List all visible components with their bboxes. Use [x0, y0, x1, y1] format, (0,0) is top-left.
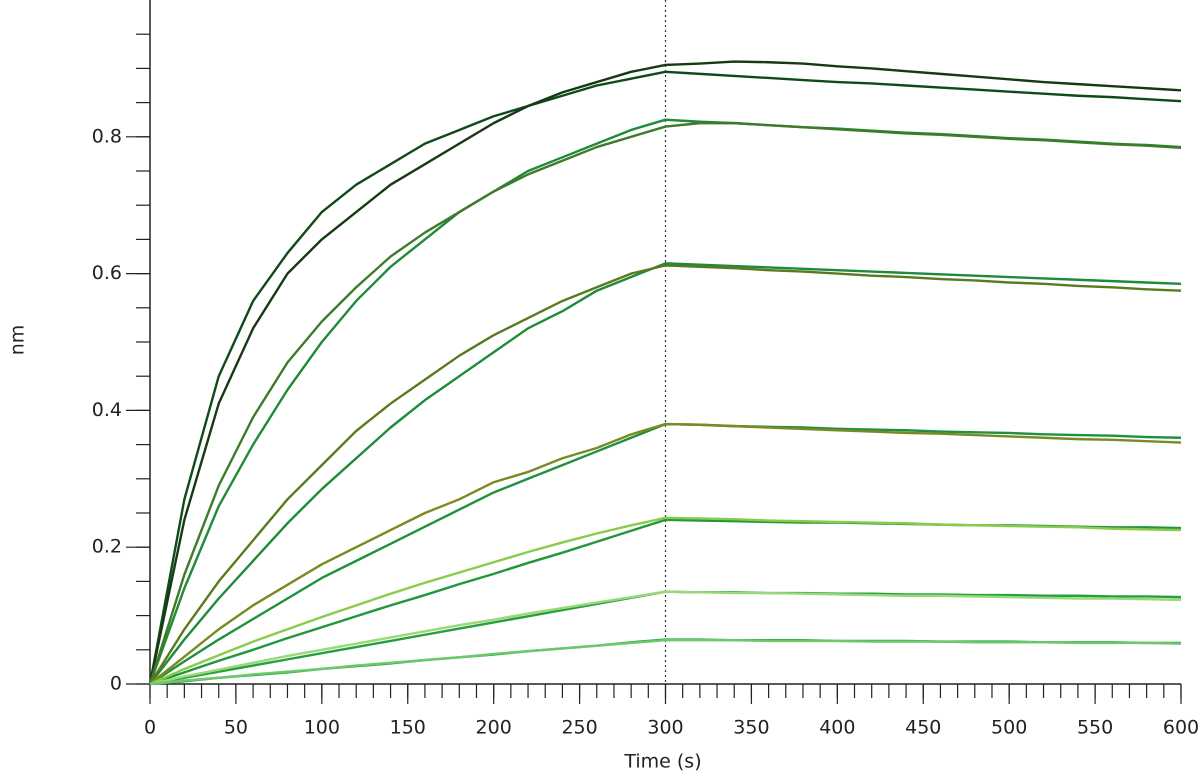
y-tick-label: 0.6	[92, 262, 122, 284]
y-tick-label: 0	[110, 673, 122, 695]
series-line	[149, 639, 1182, 686]
x-tick-label: 200	[476, 717, 512, 739]
y-tick-label: 0.4	[92, 399, 122, 421]
x-tick-label: 400	[819, 717, 855, 739]
series-line	[148, 70, 1182, 685]
x-tick-label: 600	[1163, 717, 1199, 739]
x-tick-label: 500	[991, 717, 1027, 739]
series-line	[148, 121, 1182, 685]
x-tick-label: 350	[733, 717, 769, 739]
x-tick-label: 50	[224, 717, 248, 739]
x-tick-label: 550	[1077, 717, 1113, 739]
series-line	[149, 590, 1182, 686]
series-line	[149, 516, 1182, 686]
series-line	[149, 422, 1182, 685]
x-tick-label: 250	[561, 717, 597, 739]
x-tick-label: 450	[905, 717, 941, 739]
series-line	[148, 264, 1182, 685]
x-tick-label: 150	[390, 717, 426, 739]
x-tick-label: 100	[304, 717, 340, 739]
x-axis-label: Time (s)	[623, 751, 701, 773]
x-tick-label: 300	[647, 717, 683, 739]
y-axis-label: nm	[7, 325, 29, 356]
series-line	[148, 60, 1182, 685]
x-tick-label: 0	[144, 717, 156, 739]
series-line	[149, 262, 1182, 685]
y-tick-label: 0.8	[92, 125, 122, 147]
y-tick-label: 0.2	[92, 536, 122, 558]
